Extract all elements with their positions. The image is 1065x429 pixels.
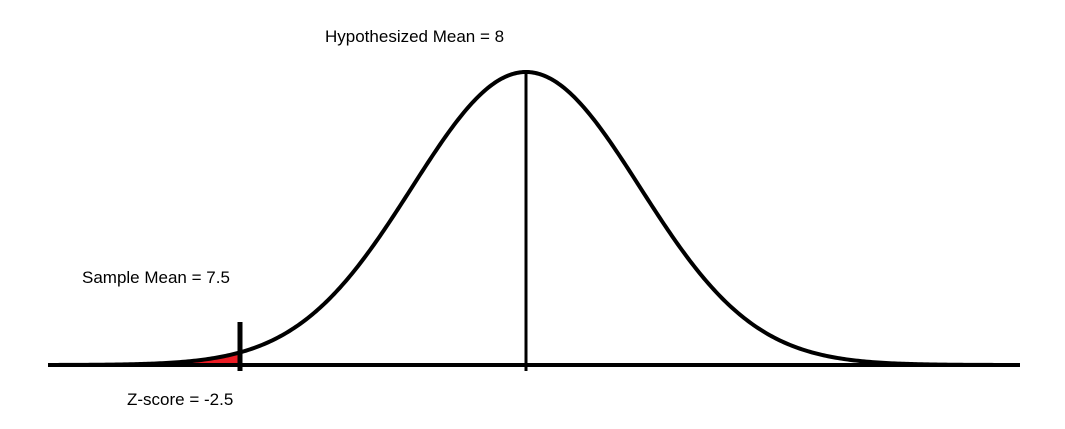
hypothesized-mean-label: Hypothesized Mean = 8 xyxy=(325,27,505,46)
z-score-label: Z-score = -2.5 xyxy=(127,390,234,409)
bell-curve xyxy=(47,70,1021,367)
sample-mean-label: Sample Mean = 7.5 xyxy=(82,268,230,287)
